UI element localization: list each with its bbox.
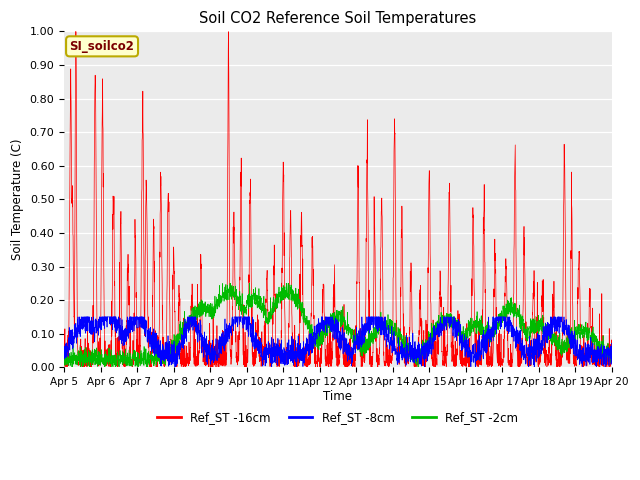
Text: SI_soilco2: SI_soilco2: [70, 40, 134, 53]
Title: Soil CO2 Reference Soil Temperatures: Soil CO2 Reference Soil Temperatures: [199, 11, 477, 26]
Legend: Ref_ST -16cm, Ref_ST -8cm, Ref_ST -2cm: Ref_ST -16cm, Ref_ST -8cm, Ref_ST -2cm: [153, 406, 523, 429]
Y-axis label: Soil Temperature (C): Soil Temperature (C): [11, 139, 24, 260]
X-axis label: Time: Time: [323, 390, 353, 403]
